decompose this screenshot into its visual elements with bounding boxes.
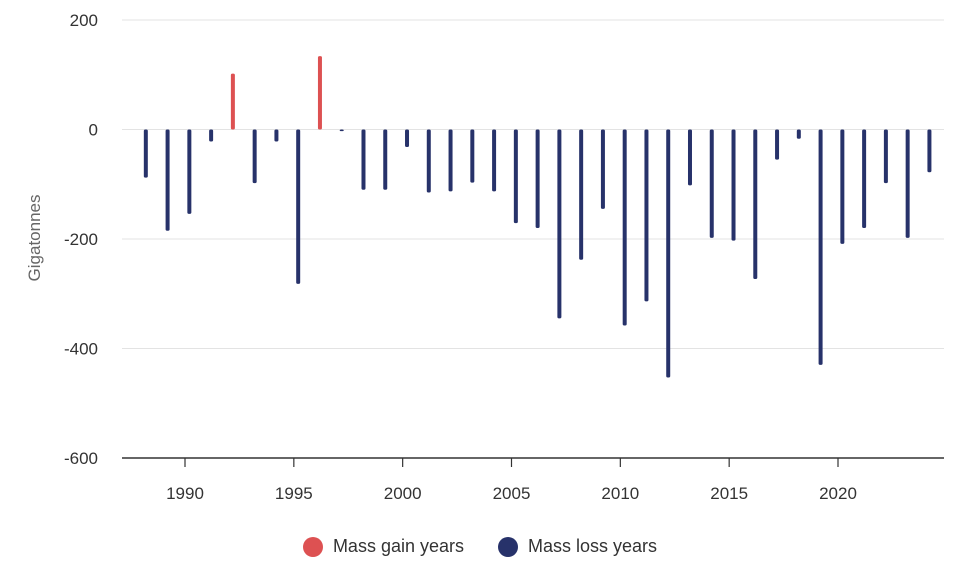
bar-loss[interactable] — [557, 129, 562, 319]
bar-loss[interactable] — [448, 129, 453, 192]
bar-loss[interactable] — [622, 129, 627, 326]
bar-loss[interactable] — [687, 129, 692, 186]
bar-loss[interactable] — [274, 129, 279, 142]
x-tick-label: 2005 — [493, 484, 531, 503]
x-axis-ticks: 1990 1995 2000 2005 2010 2015 2020 — [166, 458, 857, 503]
legend-label-gain: Mass gain years — [332, 536, 464, 556]
bar-loss[interactable] — [666, 129, 671, 378]
bar-loss[interactable] — [361, 129, 366, 190]
bar-loss[interactable] — [644, 129, 649, 302]
bar-loss[interactable] — [535, 129, 540, 229]
bar-loss[interactable] — [209, 129, 214, 142]
y-tick-label: 0 — [89, 121, 98, 140]
bar-loss[interactable] — [339, 129, 344, 132]
y-axis-label: Gigatonnes — [25, 195, 44, 282]
bar-loss[interactable] — [927, 129, 932, 173]
bar-loss[interactable] — [470, 129, 475, 183]
bar-loss[interactable] — [426, 129, 431, 193]
x-tick-label: 1995 — [275, 484, 313, 503]
bar-loss[interactable] — [818, 129, 823, 365]
bars — [143, 56, 932, 378]
legend-item-gain[interactable]: Mass gain years — [302, 536, 464, 557]
bar-loss[interactable] — [796, 129, 801, 139]
bar-gain[interactable] — [230, 73, 235, 130]
bar-loss[interactable] — [840, 129, 845, 244]
bar-loss[interactable] — [513, 129, 518, 224]
legend-label-loss: Mass loss years — [528, 536, 658, 556]
bar-loss[interactable] — [753, 129, 758, 279]
y-axis-ticks: 200 0 -200 -400 -600 — [64, 11, 98, 468]
bar-loss[interactable] — [775, 129, 780, 160]
bar-gain[interactable] — [317, 56, 322, 130]
y-tick-label: -600 — [64, 449, 98, 468]
x-tick-label: 2000 — [384, 484, 422, 503]
y-tick-label: 200 — [70, 11, 98, 30]
bar-loss[interactable] — [492, 129, 497, 192]
legend-dot-gain — [302, 536, 323, 557]
y-tick-label: -400 — [64, 340, 98, 359]
mass-balance-chart: 2000-200-400-600 Gigatonnes 1990 1995 2000… — [25, 11, 944, 503]
x-tick-label: 2015 — [710, 484, 748, 503]
bar-loss[interactable] — [579, 129, 584, 260]
bar-loss[interactable] — [383, 129, 388, 190]
bar-loss[interactable] — [143, 129, 148, 178]
y-tick-label: -200 — [64, 230, 98, 249]
gridlines — [122, 19, 944, 349]
legend: Mass gain years Mass loss years — [0, 536, 960, 557]
bar-loss[interactable] — [296, 129, 301, 284]
bar-loss[interactable] — [905, 129, 910, 238]
x-tick-label: 2010 — [601, 484, 639, 503]
bar-loss[interactable] — [405, 129, 410, 148]
legend-dot-loss — [498, 536, 518, 557]
legend-item-loss[interactable]: Mass loss years — [498, 536, 657, 557]
bar-loss[interactable] — [252, 129, 257, 184]
bar-loss[interactable] — [731, 129, 736, 241]
bar-loss[interactable] — [883, 129, 888, 184]
bar-loss[interactable] — [862, 129, 867, 229]
bar-loss[interactable] — [165, 129, 170, 231]
bar-loss[interactable] — [187, 129, 192, 214]
x-tick-label: 1990 — [166, 484, 204, 503]
x-tick-label: 2020 — [819, 484, 857, 503]
bar-loss[interactable] — [600, 129, 605, 209]
bar-loss[interactable] — [709, 129, 714, 238]
